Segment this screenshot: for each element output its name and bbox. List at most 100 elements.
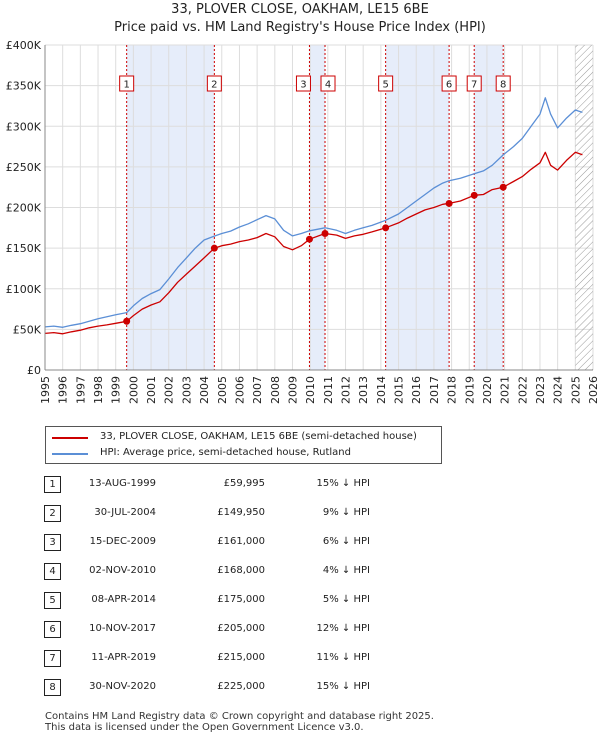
sale-row: 3 15-DEC-2009 £161,000 6% ↓ HPI (0, 534, 600, 552)
sale-hpi-diff: 15% ↓ HPI (316, 681, 370, 692)
x-tick-label: 2026 (587, 376, 600, 404)
footer-line-licence: This data is licensed under the Open Gov… (45, 722, 364, 733)
y-tick-label: £0 (27, 364, 41, 377)
price-chart: 1 2 3 4 5 6 7 8 £0 £50K £100K £150K £200K £250K £300K… (6, 39, 600, 404)
sale-price: £149,950 (217, 507, 265, 518)
sale-label-box (206, 75, 222, 92)
sale-date: 02-NOV-2010 (89, 565, 156, 576)
x-tick-label: 2023 (534, 376, 547, 404)
x-tick-label: 2021 (499, 376, 512, 404)
x-tick-label: 2001 (145, 376, 158, 404)
x-tick-label: 2014 (375, 376, 388, 404)
sale-price: £168,000 (217, 565, 265, 576)
sale-hpi-diff: 11% ↓ HPI (316, 652, 370, 663)
sale-row: 1 13-AUG-1999 £59,995 15% ↓ HPI (0, 476, 600, 494)
sale-label-box (466, 75, 482, 92)
x-tick-label: 2000 (127, 376, 140, 404)
sale-hpi-diff: 9% ↓ HPI (322, 507, 370, 518)
y-tick-label: £400K (6, 39, 42, 52)
sale-label: 7 (471, 80, 477, 91)
x-tick-label: 2003 (180, 376, 193, 404)
sale-date: 13-AUG-1999 (88, 478, 156, 489)
x-tick-label: 1999 (110, 376, 123, 404)
x-tick-label: 2019 (463, 376, 476, 404)
chart-subtitle: Price paid vs. HM Land Registry's House … (114, 20, 486, 35)
x-tick-label: 2010 (304, 376, 317, 404)
sale-label-box (378, 75, 394, 92)
sale-number-badge: 4 (44, 563, 61, 580)
x-tick-label: 2005 (216, 376, 229, 404)
sale-number-badge: 5 (44, 592, 61, 609)
legend-swatch-property (52, 437, 88, 439)
sale-date: 08-APR-2014 (91, 594, 156, 605)
sale-point (210, 244, 218, 252)
sale-label-box (441, 75, 457, 92)
sale-label: 2 (211, 80, 217, 91)
x-tick-label: 1996 (57, 376, 70, 404)
sale-label: 4 (325, 80, 331, 91)
sale-hpi-diff: 4% ↓ HPI (322, 565, 370, 576)
sale-price: £225,000 (217, 681, 265, 692)
sale-number-badge: 8 (44, 679, 61, 696)
sale-price: £59,995 (223, 478, 265, 489)
x-tick-label: 2007 (251, 376, 264, 404)
y-tick-label: £300K (6, 120, 42, 133)
sale-price: £161,000 (217, 536, 265, 547)
sale-hpi-diff: 6% ↓ HPI (322, 536, 370, 547)
legend-label-property: 33, PLOVER CLOSE, OAKHAM, LE15 6BE (semi… (100, 431, 417, 442)
sale-point (470, 191, 478, 199)
y-tick-label: £150K (6, 242, 42, 255)
sale-price: £175,000 (217, 594, 265, 605)
x-tick-label: 2025 (569, 376, 582, 404)
x-tick-label: 2024 (552, 376, 565, 404)
sale-row: 5 08-APR-2014 £175,000 5% ↓ HPI (0, 592, 600, 610)
sale-number-badge: 7 (44, 650, 61, 667)
x-tick-label: 2006 (233, 376, 246, 404)
sale-label: 5 (382, 80, 388, 91)
sale-number-badge: 3 (44, 534, 61, 551)
x-tick-label: 2011 (322, 376, 335, 404)
sale-date: 11-APR-2019 (91, 652, 156, 663)
y-tick-label: £50K (13, 323, 42, 336)
sale-point (321, 230, 329, 237)
sale-date: 10-NOV-2017 (89, 623, 156, 634)
x-tick-label: 2004 (198, 376, 211, 404)
y-tick-label: £250K (6, 161, 42, 174)
x-tick-label: 2018 (446, 376, 459, 404)
y-tick-label: £200K (6, 202, 42, 215)
sale-date: 30-JUL-2004 (94, 507, 156, 518)
sale-point (499, 183, 507, 191)
sale-price: £205,000 (217, 623, 265, 634)
sale-hpi-diff: 12% ↓ HPI (316, 623, 370, 634)
sale-row: 2 30-JUL-2004 £149,950 9% ↓ HPI (0, 505, 600, 523)
x-tick-label: 2012 (340, 376, 353, 404)
y-tick-label: £350K (6, 80, 42, 93)
x-tick-label: 1998 (92, 376, 105, 404)
x-tick-label: 1995 (39, 376, 52, 404)
sale-hpi-diff: 5% ↓ HPI (322, 594, 370, 605)
sale-date: 30-NOV-2020 (89, 681, 156, 692)
sale-hpi-diff: 15% ↓ HPI (316, 478, 370, 489)
sale-point (123, 317, 131, 325)
x-tick-label: 1997 (74, 376, 87, 404)
y-tick-label: £100K (6, 283, 42, 296)
sale-price: £215,000 (217, 652, 265, 663)
sale-label: 1 (123, 80, 129, 91)
legend-swatch-hpi (52, 453, 88, 455)
x-tick-label: 2022 (516, 376, 529, 404)
x-tick-label: 2013 (357, 376, 370, 404)
hpi-line (44, 97, 583, 328)
sale-label: 3 (300, 80, 306, 91)
sale-number-badge: 6 (44, 621, 61, 638)
sale-point (445, 199, 453, 207)
x-tick-label: 2015 (393, 376, 406, 404)
x-tick-label: 2002 (163, 376, 176, 404)
chart-legend: 33, PLOVER CLOSE, OAKHAM, LE15 6BE (semi… (45, 426, 442, 464)
x-tick-label: 2017 (428, 376, 441, 404)
footer-attribution: Contains HM Land Registry data © Crown c… (45, 711, 434, 733)
sale-row: 7 11-APR-2019 £215,000 11% ↓ HPI (0, 650, 600, 668)
sale-label-box (119, 75, 135, 92)
x-tick-label: 2008 (269, 376, 282, 404)
sale-label-box (295, 75, 311, 92)
sale-point (305, 235, 313, 243)
